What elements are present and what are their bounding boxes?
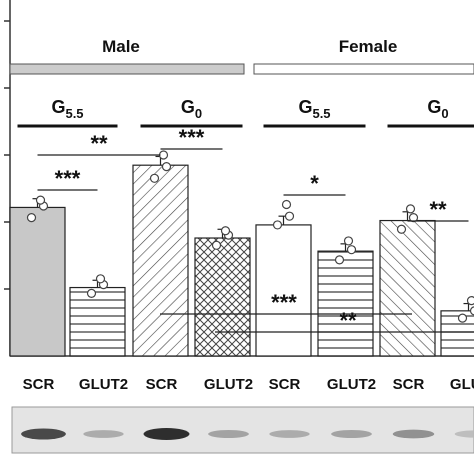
glucose-group-labels: G5.5 G0 G5.5 G0	[17, 97, 474, 128]
significance-label: **	[429, 197, 447, 222]
blot-band	[21, 428, 66, 440]
blot-band	[269, 430, 310, 438]
blot-band	[454, 430, 474, 438]
x-tick-label: GLUT2	[79, 376, 128, 393]
glucose-group-label: G5.5	[51, 97, 83, 121]
x-tick-label: GLUT2	[327, 376, 376, 393]
sex-bar	[253, 63, 474, 75]
blot-band	[331, 429, 372, 439]
x-tick-labels: SCR GLUT2 SCR GLUT2 SCR GLUT2 SCR GLUT2	[23, 376, 474, 393]
bar	[194, 237, 251, 357]
x-tick-label: SCR	[23, 376, 55, 393]
y-axis	[4, 0, 11, 356]
data-point	[334, 255, 345, 265]
blot-band	[83, 430, 124, 438]
bar	[317, 250, 374, 357]
bars	[9, 150, 474, 357]
data-point	[466, 296, 474, 306]
data-point	[281, 199, 292, 210]
significance-annotations: ***** ***********	[37, 125, 474, 333]
data-point	[86, 288, 97, 298]
data-point	[220, 226, 231, 236]
glucose-group-label: G0	[181, 97, 202, 121]
sex-labels: Male Female	[9, 37, 474, 75]
data-point	[469, 306, 474, 316]
data-point	[396, 224, 407, 234]
blot-band	[208, 429, 249, 439]
data-point	[211, 240, 222, 250]
blot-band	[392, 429, 435, 439]
significance-label: **	[339, 308, 357, 333]
sex-label: Female	[339, 37, 398, 56]
data-point	[405, 204, 416, 214]
data-point	[95, 274, 106, 284]
data-point	[343, 236, 354, 246]
data-point	[272, 220, 283, 230]
blot-membrane	[11, 406, 474, 454]
significance-label: ***	[55, 166, 81, 191]
data-point	[35, 195, 46, 205]
data-point	[158, 150, 169, 160]
western-blot	[11, 406, 474, 454]
blot-bands	[21, 428, 474, 440]
data-point	[408, 213, 419, 223]
significance-label: ***	[271, 290, 297, 315]
x-tick-label: SCR	[393, 376, 425, 393]
x-tick-label: SCR	[269, 376, 301, 393]
bar	[69, 286, 126, 357]
x-tick-label: GLUT2	[450, 376, 474, 393]
data-point	[26, 213, 37, 223]
data-point	[457, 313, 468, 323]
sex-bar	[9, 63, 245, 75]
bar	[255, 224, 312, 357]
blot-band	[143, 428, 190, 440]
glucose-group-label: G0	[427, 97, 448, 121]
data-point	[149, 173, 160, 183]
significance-label: *	[310, 171, 319, 196]
bar	[132, 164, 189, 357]
significance-label: **	[90, 131, 108, 156]
bar	[9, 206, 66, 357]
x-tick-label: SCR	[146, 376, 178, 393]
bar	[440, 310, 474, 357]
glucose-group-label: G5.5	[298, 97, 330, 121]
significance-label: ***	[179, 125, 205, 150]
data-point	[161, 162, 172, 172]
data-point	[284, 211, 295, 221]
sex-label: Male	[102, 37, 140, 56]
data-point	[346, 245, 357, 255]
x-tick-label: GLUT2	[204, 376, 253, 393]
bar	[379, 219, 436, 357]
